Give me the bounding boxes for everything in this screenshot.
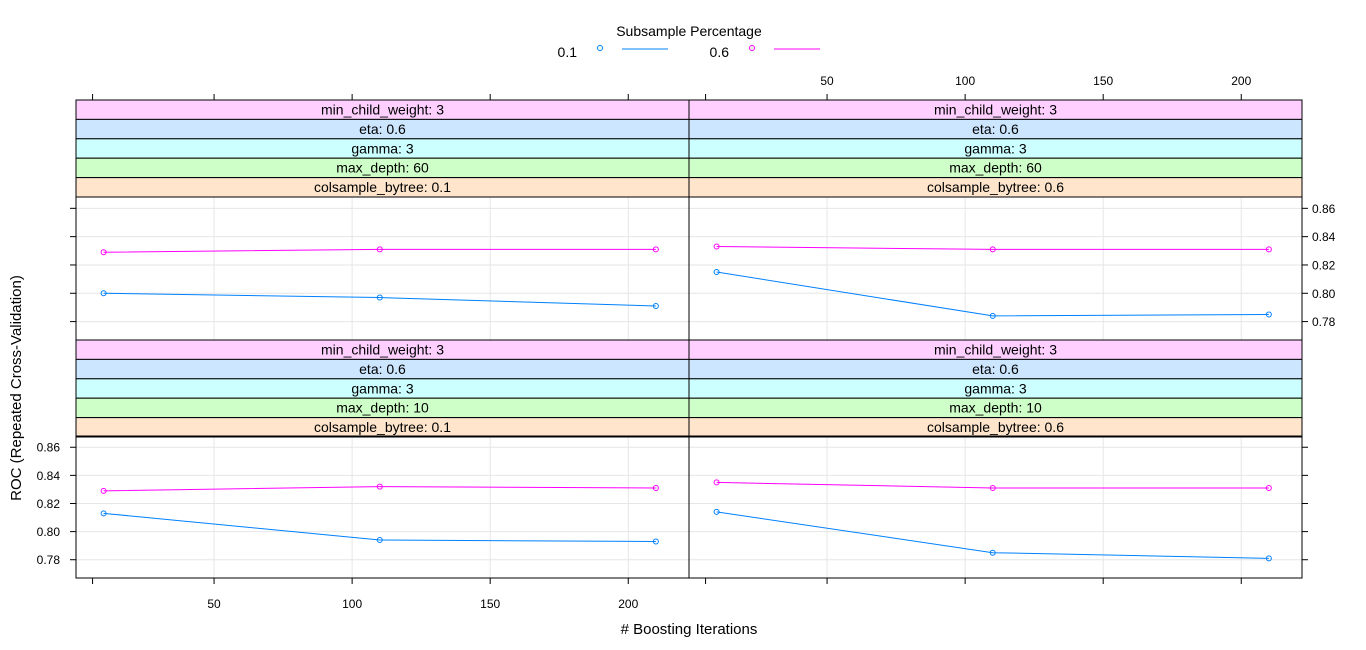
- y-tick-label: 0.80: [37, 525, 61, 539]
- data-point: [100, 510, 107, 517]
- data-point: [713, 269, 720, 276]
- panel: min_child_weight: 3 eta: 0.6 gamma: 3 max_d…: [75, 339, 690, 579]
- panels: min_child_weight: 3 eta: 0.6 gamma: 3 max_d…: [75, 99, 1303, 579]
- y-tick-label: 0.86: [1312, 202, 1336, 216]
- x-tick-label: 50: [207, 597, 221, 611]
- series-line: [716, 481, 1269, 489]
- data-point: [1265, 555, 1272, 562]
- y-tick-label: 0.78: [1312, 315, 1336, 329]
- data-point: [652, 538, 659, 545]
- series-line: [716, 511, 1269, 559]
- strip-label: max_depth: 10: [336, 400, 429, 416]
- data-point: [1265, 485, 1272, 492]
- strip-label: min_child_weight: 3: [934, 102, 1057, 118]
- panel-frame: [75, 196, 690, 341]
- legend-label: 0.6: [710, 44, 730, 60]
- data-point: [713, 243, 720, 250]
- x-tick-label: 200: [1231, 74, 1251, 88]
- y-tick-label: 0.86: [37, 441, 61, 455]
- legend-label: 0.1: [558, 44, 578, 60]
- panel: min_child_weight: 3 eta: 0.6 gamma: 3 max_d…: [75, 99, 690, 341]
- strip-label: colsample_bytree: 0.6: [927, 179, 1064, 195]
- strip-label: colsample_bytree: 0.1: [314, 179, 451, 195]
- data-point: [376, 294, 383, 301]
- strip-label: eta: 0.6: [359, 361, 406, 377]
- x-axis-label: # Boosting Iterations: [621, 621, 758, 638]
- y-tick-label: 0.78: [37, 553, 61, 567]
- data-point: [1265, 246, 1272, 253]
- data-point: [100, 249, 107, 256]
- strip-label: max_depth: 10: [949, 400, 1042, 416]
- strip-label: colsample_bytree: 0.1: [314, 419, 451, 435]
- legend-title: Subsample Percentage: [616, 23, 762, 39]
- series-line: [103, 248, 656, 253]
- x-tick-label: 150: [480, 597, 500, 611]
- y-tick-label: 0.80: [1312, 287, 1336, 301]
- axes: 50 100 150 200 50 100 150 200 0.78 0.80 0.82 0.84 0.…: [37, 74, 1336, 611]
- x-tick-label: 150: [1093, 74, 1113, 88]
- data-point: [989, 246, 996, 253]
- outer-frame: [75, 99, 1303, 579]
- x-tick-label: 100: [342, 597, 362, 611]
- x-tick-label: 100: [955, 74, 975, 88]
- strip-label: min_child_weight: 3: [321, 102, 444, 118]
- series-line: [103, 292, 656, 307]
- strip-label: gamma: 3: [351, 140, 413, 156]
- strip-label: eta: 0.6: [972, 121, 1019, 137]
- data-point: [1265, 311, 1272, 318]
- panel-frame: [75, 435, 690, 579]
- data-point: [652, 246, 659, 253]
- data-point: [989, 485, 996, 492]
- x-tick-label: 200: [618, 597, 638, 611]
- strip-label: colsample_bytree: 0.6: [927, 419, 1064, 435]
- panel: min_child_weight: 3 eta: 0.6 gamma: 3 max_d…: [688, 339, 1303, 579]
- data-point: [100, 487, 107, 494]
- y-tick-label: 0.82: [37, 497, 61, 511]
- data-point: [713, 479, 720, 486]
- data-point: [989, 312, 996, 319]
- series-line: [103, 512, 656, 542]
- series-line: [716, 246, 1269, 250]
- x-tick-label: 50: [820, 74, 834, 88]
- y-tick-label: 0.84: [37, 469, 61, 483]
- y-tick-label: 0.82: [1312, 258, 1336, 272]
- strip-label: eta: 0.6: [359, 121, 406, 137]
- data-point: [376, 537, 383, 544]
- data-point: [376, 483, 383, 490]
- strip-label: gamma: 3: [964, 380, 1026, 396]
- y-axis-label: ROC (Repeated Cross-Validation): [8, 275, 25, 501]
- panel-frame: [688, 196, 1303, 341]
- legend-marker: [749, 45, 755, 51]
- panel: min_child_weight: 3 eta: 0.6 gamma: 3 max_d…: [688, 99, 1303, 341]
- series-line: [716, 271, 1269, 317]
- legend-marker: [597, 45, 603, 51]
- data-point: [713, 508, 720, 515]
- strip-label: min_child_weight: 3: [934, 342, 1057, 358]
- strip-label: max_depth: 60: [336, 160, 429, 176]
- data-point: [652, 303, 659, 310]
- strip-label: eta: 0.6: [972, 361, 1019, 377]
- legend: 0.1 0.6: [558, 44, 820, 60]
- strip-label: gamma: 3: [964, 140, 1026, 156]
- strip-label: gamma: 3: [351, 380, 413, 396]
- strip-label: max_depth: 60: [949, 160, 1042, 176]
- y-tick-label: 0.84: [1312, 230, 1336, 244]
- series-line: [103, 486, 656, 492]
- data-point: [652, 485, 659, 492]
- data-point: [100, 290, 107, 297]
- data-point: [989, 549, 996, 556]
- strip-label: min_child_weight: 3: [321, 342, 444, 358]
- data-point: [376, 246, 383, 253]
